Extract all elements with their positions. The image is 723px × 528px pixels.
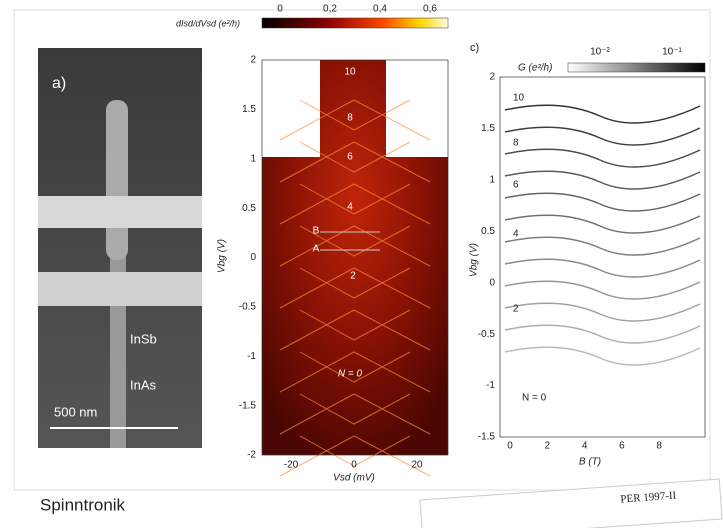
colorbar-tick-label: 0,6: [423, 4, 437, 15]
level-label: N = 0: [522, 393, 547, 404]
level-label: 4: [513, 229, 519, 240]
y-tick-label: 1: [250, 153, 256, 164]
y-tick-label: 1.5: [481, 123, 495, 134]
material-label: InSb: [130, 331, 157, 346]
plot-area: [500, 77, 705, 437]
x-tick-label: 0: [507, 441, 513, 452]
y-tick-label: 0: [250, 252, 256, 263]
y-tick-label: -0.5: [239, 302, 257, 313]
y-axis-label: Vbg (V): [469, 243, 480, 277]
colorbar: [568, 63, 705, 72]
y-axis-label: Vbg (V): [217, 239, 228, 273]
panel-a: a) InSb InAs 500 nm: [38, 48, 202, 448]
x-tick-label: 0: [351, 460, 357, 471]
cut-label: B: [313, 226, 320, 237]
y-tick-label: 0: [489, 277, 495, 288]
y-tick-label: -1: [247, 351, 256, 362]
x-tick-label: 4: [582, 441, 588, 452]
y-tick-label: -1.5: [239, 400, 257, 411]
panel-c: G (e²/h) c) Vbg (V) B (T): [469, 42, 705, 468]
y-tick-label: 1.5: [242, 104, 256, 115]
colorbar-tick-label: 0,2: [323, 4, 337, 15]
material-label: InAs: [130, 377, 157, 392]
panel-label: b): [266, 64, 277, 76]
level-label: 2: [350, 271, 356, 282]
y-tick-label: -1.5: [478, 432, 496, 443]
colorbar: [262, 18, 448, 28]
level-label: 10: [513, 93, 525, 104]
level-label: 2: [513, 304, 519, 315]
y-tick-label: -0.5: [478, 329, 496, 340]
cut-label: A: [313, 244, 320, 255]
y-tick-label: 0.5: [242, 203, 256, 214]
level-label: 10: [344, 67, 356, 78]
level-label: 6: [513, 180, 519, 191]
y-tick-label: 0.5: [481, 226, 495, 237]
colorbar-label: dIsd/dVsd (e²/h): [176, 18, 240, 28]
x-tick-label: -20: [284, 460, 299, 471]
caption: Spinntronik: [40, 495, 126, 514]
level-label: 4: [347, 202, 353, 213]
colorbar-tick-label: 10⁻²: [590, 47, 610, 58]
colorbar-label: G (e²/h): [518, 63, 552, 74]
x-tick-label: 6: [619, 441, 625, 452]
colorbar-tick-label: 0,4: [373, 4, 387, 15]
level-label: N = 0: [338, 369, 363, 380]
panel-label: c): [470, 42, 479, 54]
y-tick-label: -1: [486, 380, 495, 391]
x-tick-label: 20: [411, 460, 423, 471]
x-tick-label: 8: [656, 441, 662, 452]
y-tick-label: 1: [489, 174, 495, 185]
level-label: 6: [347, 152, 353, 163]
panel-label: a): [52, 75, 66, 92]
y-tick-label: 2: [250, 55, 256, 66]
x-axis-label: B (T): [579, 457, 601, 468]
x-tick-label: 2: [545, 441, 551, 452]
y-tick-label: -2: [247, 450, 256, 461]
x-axis-label: Vsd (mV): [333, 473, 375, 484]
level-label: 8: [513, 138, 519, 149]
level-label: 8: [347, 113, 353, 124]
scale-bar-label: 500 nm: [54, 404, 97, 419]
colorbar-tick-label: 0: [277, 4, 283, 15]
colorbar-tick-label: 10⁻¹: [662, 47, 682, 58]
y-tick-label: 2: [489, 72, 495, 83]
figure: a) InSb InAs 500 nm dIsd/dVsd (e²/h) b) …: [0, 0, 723, 528]
